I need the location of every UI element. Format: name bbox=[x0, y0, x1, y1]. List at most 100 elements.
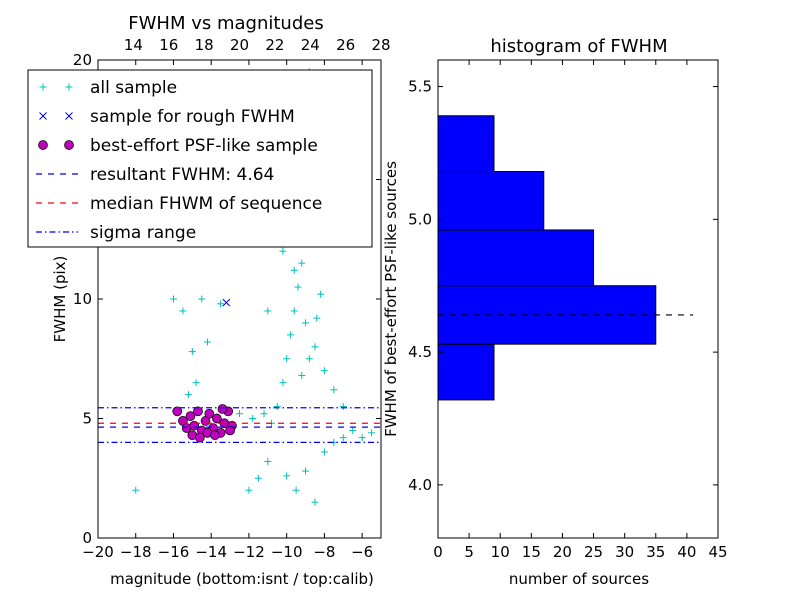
x-tick-label: 25 bbox=[584, 543, 603, 561]
point-s0-47 bbox=[298, 371, 306, 379]
point-s0-20 bbox=[358, 434, 366, 442]
x-tick-label: 40 bbox=[677, 543, 696, 561]
histogram-xlabel: number of sources bbox=[509, 570, 649, 588]
point-s1-0-b bbox=[222, 298, 231, 307]
point-s0-16 bbox=[320, 448, 328, 456]
top-x-tick-label: 14 bbox=[124, 36, 143, 54]
histogram-bar-4 bbox=[437, 115, 495, 173]
x-tick-label: −6 bbox=[351, 543, 373, 561]
point-s0-50 bbox=[317, 290, 325, 298]
point-s2-20 bbox=[225, 425, 235, 436]
point-s0-21 bbox=[368, 429, 376, 437]
point-s0-51 bbox=[290, 266, 298, 274]
point-s0-4 bbox=[188, 348, 196, 356]
point-s0-28 bbox=[283, 355, 291, 363]
legend-marker-b bbox=[64, 140, 74, 150]
top-x-tick-label: 24 bbox=[301, 36, 320, 54]
point-s2-18 bbox=[210, 430, 220, 441]
histogram-ylabel: FWHM of best-effort PSF-like sources bbox=[382, 161, 400, 437]
point-s0-19 bbox=[349, 426, 357, 434]
point-s2-8 bbox=[204, 408, 215, 419]
point-s0-41 bbox=[279, 247, 287, 255]
top-x-tick-label: 22 bbox=[265, 36, 284, 54]
point-s0-8 bbox=[217, 300, 225, 308]
scatter-legend: all sample sample for rough FWHM best-effo… bbox=[27, 69, 373, 248]
x-tick-label: 20 bbox=[553, 543, 572, 561]
legend-marker-a bbox=[39, 83, 47, 91]
scatter-title: FWHM vs magnitudes bbox=[128, 13, 323, 34]
x-tick-label: −8 bbox=[313, 543, 335, 561]
legend-marker-a bbox=[38, 140, 48, 150]
x-tick-label: 0 bbox=[433, 543, 443, 561]
histogram-title: histogram of FWHM bbox=[490, 36, 667, 57]
x-tick-label: 35 bbox=[646, 543, 665, 561]
histogram-bar-2 bbox=[437, 229, 595, 287]
top-x-tick-label: 20 bbox=[230, 36, 249, 54]
x-tick-label: −10 bbox=[271, 543, 303, 561]
point-s0-1 bbox=[169, 295, 177, 303]
point-s2-19 bbox=[217, 404, 228, 414]
point-s0-45 bbox=[330, 386, 338, 394]
x-tick-label: 15 bbox=[522, 543, 541, 561]
x-tick-label: −18 bbox=[120, 543, 152, 561]
point-s0-11 bbox=[264, 458, 272, 466]
point-s0-57 bbox=[264, 307, 272, 315]
legend-entry: sample for rough FWHM bbox=[39, 107, 295, 127]
legend-entries: all sample sample for rough FWHM best-effo… bbox=[36, 78, 322, 243]
x-tick-label: −20 bbox=[82, 543, 114, 561]
y-tick-label: 4.0 bbox=[408, 476, 432, 494]
point-s0-12 bbox=[283, 472, 291, 480]
legend-marker-b bbox=[65, 112, 73, 120]
legend-entry: all sample bbox=[39, 78, 177, 98]
legend-marker-a-b bbox=[39, 112, 47, 120]
point-s0-32 bbox=[298, 259, 306, 267]
legend-label: best-effort PSF-like sample bbox=[90, 136, 318, 156]
y-tick-label: 0 bbox=[82, 529, 92, 547]
point-s0-42 bbox=[302, 319, 310, 327]
legend-marker-a bbox=[39, 112, 47, 120]
scatter-ylabel: FWHM (pix) bbox=[51, 256, 69, 343]
point-s0-9 bbox=[245, 486, 253, 494]
point-s0-24 bbox=[260, 410, 268, 418]
point-s0-29 bbox=[286, 331, 294, 339]
top-x-tick-label: 18 bbox=[195, 36, 214, 54]
point-s0-48 bbox=[305, 355, 313, 363]
point-s0-5 bbox=[192, 379, 200, 387]
legend-marker-b bbox=[65, 83, 73, 91]
point-s0-30 bbox=[290, 307, 298, 315]
point-s0-22 bbox=[236, 410, 243, 418]
legend-marker-b-b bbox=[65, 112, 73, 120]
y-tick-label: 5 bbox=[82, 410, 92, 428]
point-s0-43 bbox=[311, 343, 319, 351]
histogram-plot-frame bbox=[437, 59, 719, 539]
point-s0-10 bbox=[254, 474, 262, 482]
x-tick-label: −16 bbox=[158, 543, 190, 561]
point-s0-46 bbox=[339, 403, 347, 411]
point-s2-16 bbox=[195, 432, 205, 443]
point-s0-13 bbox=[292, 486, 300, 494]
legend-entry: sigma range bbox=[36, 223, 196, 243]
y-tick-label: 5.0 bbox=[408, 210, 432, 228]
histogram-panel: 0 5 10 15 20 25 30 35 40 45 4.0 4.5 5.0 5.5 histogram… bbox=[382, 36, 728, 588]
series-sample-for-rough-fwhm bbox=[222, 298, 231, 307]
histogram-ticks: 0 5 10 15 20 25 30 35 40 45 4.0 4.5 5.0 5.5 bbox=[408, 60, 728, 561]
scatter-ticks: −20 −18 −16 −14 −12 −10 −8 −6 14 16 18 20 22 24 26 28 0 5… bbox=[73, 36, 391, 561]
point-s2-0 bbox=[172, 406, 183, 417]
point-s0-6 bbox=[185, 391, 193, 399]
y-tick-label: 20 bbox=[73, 51, 92, 69]
top-x-tick-label: 28 bbox=[371, 36, 390, 54]
histogram-marks bbox=[437, 115, 694, 401]
top-x-tick-label: 16 bbox=[159, 36, 178, 54]
legend-label: sample for rough FWHM bbox=[90, 107, 295, 127]
point-s0-15 bbox=[311, 498, 319, 506]
legend-label: all sample bbox=[90, 78, 177, 98]
point-s0-44 bbox=[320, 367, 328, 375]
legend-entry: median FHWM of sequence bbox=[36, 194, 322, 214]
point-s0-0 bbox=[132, 486, 140, 494]
x-tick-label: −14 bbox=[195, 543, 227, 561]
legend-label: median FHWM of sequence bbox=[90, 194, 322, 214]
y-tick-label: 5.5 bbox=[408, 78, 432, 96]
legend-box bbox=[27, 69, 373, 248]
point-s0-23 bbox=[249, 415, 257, 422]
legend-label: resultant FWHM: 4.64 bbox=[90, 165, 274, 185]
